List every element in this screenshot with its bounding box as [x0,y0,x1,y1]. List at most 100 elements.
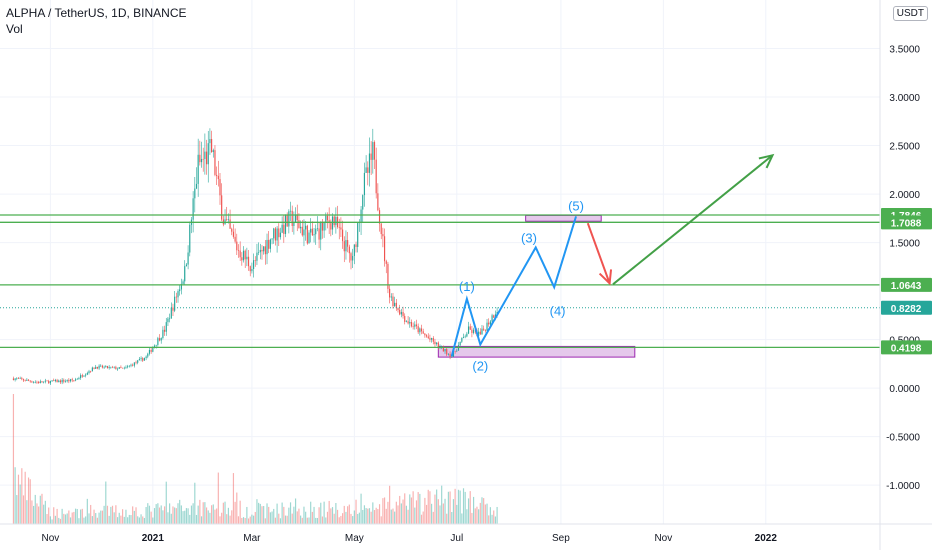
volume-bar [244,517,246,524]
volume-bar [363,505,366,524]
candle-body [244,250,246,260]
candle-body [200,158,203,163]
candle-body [437,342,439,348]
candle-body [420,328,423,332]
candle-body [101,365,104,368]
candle-body [316,228,318,230]
candle-body [410,322,413,327]
volume-bar [145,506,147,524]
volume-bar [155,504,157,524]
candle-body [76,378,78,380]
candle-body [234,236,236,242]
candle-body [404,315,406,322]
volume-bar [268,506,270,524]
volume-bar [175,508,177,524]
candle-body [39,381,41,384]
volume-bar [69,517,72,524]
candle-body [54,379,57,382]
candle-body [73,380,75,381]
volume-bar [157,503,159,524]
candle-body [269,239,271,249]
volume-bar [170,513,172,524]
wave-label: (4) [550,303,566,318]
volume-bar [432,511,434,524]
volume-bar [118,512,120,524]
candle-body [209,138,211,144]
candle-body [211,138,213,153]
volume-bar [301,517,303,524]
volume-bar [494,516,497,524]
volume-bar [276,503,278,524]
candle-body [48,381,50,384]
candle-body [395,302,397,309]
volume-bar [286,515,288,524]
volume-bar [100,510,102,524]
volume-bar [474,508,476,524]
volume-bar [71,512,73,524]
drop-arrow [586,222,611,284]
volume-bar [91,516,93,524]
candle-body [469,326,471,330]
candle-body [152,347,154,352]
candle-body [283,224,285,234]
candle-body [452,351,455,357]
candle-body [340,227,342,230]
candle-body [432,338,434,342]
volume-bar [429,491,431,524]
volume-bar [43,504,45,524]
wave-label: (1) [459,279,475,294]
candle-body [133,362,135,366]
volume-bar [165,481,167,524]
candle-body [399,309,401,315]
candle-body [313,234,315,236]
volume-bar [383,497,386,524]
candle-body [389,288,391,298]
volume-bar [21,468,23,524]
candle-body [424,333,426,336]
volume-bar [399,495,401,524]
volume-bar [387,501,389,524]
candle-body [323,222,325,231]
volume-bar [345,511,347,524]
candle-body [394,302,396,307]
candle-body [187,252,189,265]
volume-bar [493,510,495,524]
candle-body [279,232,282,238]
volume-bar [373,510,376,524]
time-axis[interactable]: Nov 2021 Mar May Jul Sep Nov 2022 [0,523,932,544]
candle-body [194,188,196,199]
candle-body [96,366,98,369]
volume-bar [331,507,334,524]
candle-body [310,228,312,233]
volume-bar [246,506,248,524]
candle-body [451,356,453,358]
volume-bar [464,491,466,524]
volume-bar [153,508,156,524]
currency-selector[interactable]: USDT [892,6,928,21]
price-axis[interactable]: 3.50003.00002.50002.00001.50000.50000.00… [879,0,932,550]
volume-bar [197,505,199,524]
level-badge-label: 0.8282 [891,304,922,315]
volume-bar [68,510,70,524]
candle-body [378,210,381,224]
volume-bar [395,501,397,524]
volume-bar [294,498,297,524]
candle-body [128,365,130,367]
candle-body [419,328,421,333]
volume-bar [439,505,441,524]
volume-bar [296,511,298,524]
volume-bar [315,517,317,524]
candle-body [66,380,68,382]
candle-body [461,337,463,342]
candle-body [315,228,317,235]
x-tick-label: Sep [552,533,570,544]
volume-bar [462,488,465,524]
volume-bar [310,501,312,524]
wave-label: (2) [472,359,488,374]
volume-bar [254,511,256,524]
volume-bar [278,513,280,524]
candle-body [355,244,357,247]
volume-bar [137,516,139,524]
volume-bar [409,494,411,524]
